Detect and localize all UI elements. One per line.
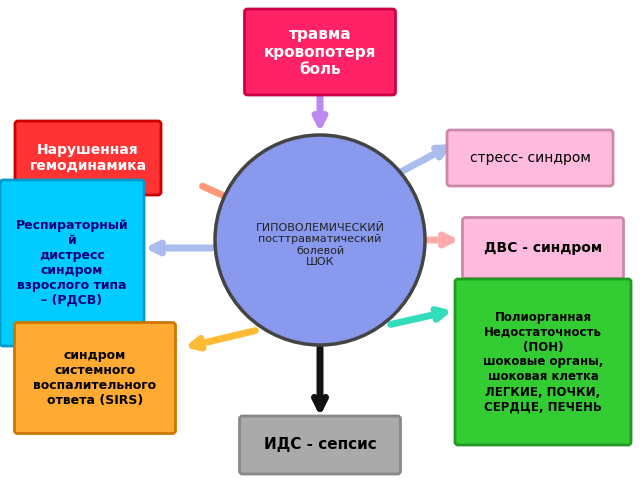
- Text: стресс- синдром: стресс- синдром: [470, 151, 591, 165]
- Text: ИДС - сепсис: ИДС - сепсис: [264, 437, 376, 453]
- FancyBboxPatch shape: [239, 416, 401, 474]
- FancyBboxPatch shape: [244, 9, 396, 95]
- Text: Полиорганная
Недостаточность
(ПОН)
шоковые органы,
шоковая клетка
ЛЕГКИЕ, ПОЧКИ,: Полиорганная Недостаточность (ПОН) шоков…: [483, 311, 603, 413]
- Text: Нарушенная
гемодинамика: Нарушенная гемодинамика: [29, 143, 147, 173]
- FancyBboxPatch shape: [447, 130, 613, 186]
- Text: травма
кровопотеря
боль: травма кровопотеря боль: [264, 27, 376, 77]
- FancyBboxPatch shape: [0, 180, 144, 346]
- Circle shape: [215, 135, 425, 345]
- Text: ДВС - синдром: ДВС - синдром: [484, 241, 602, 255]
- Text: ГИПОВОЛЕМИЧЕСКИЙ
посттравматический
болевой
ШОК: ГИПОВОЛЕМИЧЕСКИЙ посттравматический боле…: [255, 223, 385, 267]
- FancyBboxPatch shape: [15, 121, 161, 195]
- FancyBboxPatch shape: [15, 323, 175, 433]
- FancyBboxPatch shape: [463, 217, 623, 278]
- FancyBboxPatch shape: [455, 279, 631, 445]
- Text: синдром
системного
воспалительного
ответа (SIRS): синдром системного воспалительного ответ…: [33, 349, 157, 407]
- Text: Респираторный
й
дистресс
синдром
взрослого типа
– (РДСВ): Респираторный й дистресс синдром взросло…: [16, 219, 128, 307]
